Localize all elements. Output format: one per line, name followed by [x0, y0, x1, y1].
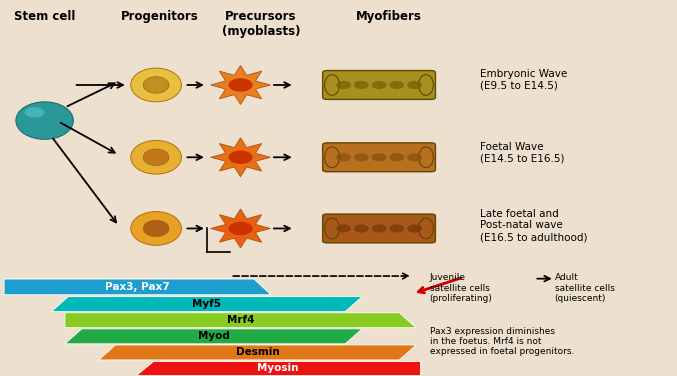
Text: Progenitors: Progenitors — [121, 10, 198, 23]
Circle shape — [389, 224, 404, 233]
Circle shape — [372, 81, 387, 89]
Text: Myf5: Myf5 — [192, 299, 221, 309]
FancyBboxPatch shape — [323, 143, 435, 172]
Ellipse shape — [131, 140, 181, 174]
Circle shape — [372, 153, 387, 161]
Circle shape — [336, 224, 351, 233]
Text: Myofibers: Myofibers — [356, 10, 422, 23]
Ellipse shape — [325, 218, 339, 239]
Ellipse shape — [144, 149, 169, 165]
Ellipse shape — [418, 74, 433, 96]
Polygon shape — [65, 313, 416, 328]
Ellipse shape — [24, 107, 45, 118]
FancyBboxPatch shape — [323, 71, 435, 99]
Text: Adult
satellite cells
(quiescent): Adult satellite cells (quiescent) — [554, 273, 615, 303]
Circle shape — [354, 81, 369, 89]
Text: Late foetal and
Post-natal wave
(E16.5 to adulthood): Late foetal and Post-natal wave (E16.5 t… — [481, 209, 588, 242]
Ellipse shape — [144, 220, 169, 237]
Ellipse shape — [131, 212, 181, 245]
Text: Myod: Myod — [198, 331, 230, 341]
Circle shape — [336, 153, 351, 161]
Ellipse shape — [131, 68, 181, 102]
Circle shape — [372, 224, 387, 233]
Circle shape — [407, 153, 422, 161]
Polygon shape — [211, 209, 270, 248]
Circle shape — [389, 81, 404, 89]
Polygon shape — [51, 297, 362, 312]
Circle shape — [389, 153, 404, 161]
Circle shape — [228, 78, 253, 92]
Polygon shape — [211, 138, 270, 177]
Text: Precursors
(myoblasts): Precursors (myoblasts) — [221, 10, 300, 38]
Polygon shape — [4, 279, 271, 295]
Text: Juvenile
satellite cells
(proliferating): Juvenile satellite cells (proliferating) — [430, 273, 493, 303]
Circle shape — [407, 81, 422, 89]
Ellipse shape — [325, 74, 339, 96]
Text: Desmin: Desmin — [236, 347, 280, 358]
Circle shape — [228, 150, 253, 164]
FancyBboxPatch shape — [323, 214, 435, 243]
Circle shape — [228, 222, 253, 235]
Text: Stem cell: Stem cell — [14, 10, 75, 23]
Polygon shape — [65, 329, 362, 344]
Polygon shape — [211, 65, 270, 105]
Ellipse shape — [16, 102, 73, 139]
Text: Myosin: Myosin — [257, 363, 299, 373]
Text: Foetal Wave
(E14.5 to E16.5): Foetal Wave (E14.5 to E16.5) — [481, 142, 565, 163]
Ellipse shape — [418, 218, 433, 239]
Circle shape — [354, 153, 369, 161]
Text: Pax3 expression diminishes
in the foetus. Mrf4 is not
expressed in foetal progen: Pax3 expression diminishes in the foetus… — [430, 327, 574, 356]
Ellipse shape — [418, 147, 433, 168]
Circle shape — [407, 224, 422, 233]
Polygon shape — [136, 361, 420, 375]
Polygon shape — [99, 345, 416, 360]
Ellipse shape — [325, 147, 339, 168]
Text: Pax3, Pax7: Pax3, Pax7 — [105, 282, 170, 292]
Circle shape — [354, 224, 369, 233]
Text: Embryonic Wave
(E9.5 to E14.5): Embryonic Wave (E9.5 to E14.5) — [481, 68, 567, 90]
Circle shape — [336, 81, 351, 89]
Text: Mrf4: Mrf4 — [227, 315, 255, 325]
Ellipse shape — [144, 77, 169, 93]
